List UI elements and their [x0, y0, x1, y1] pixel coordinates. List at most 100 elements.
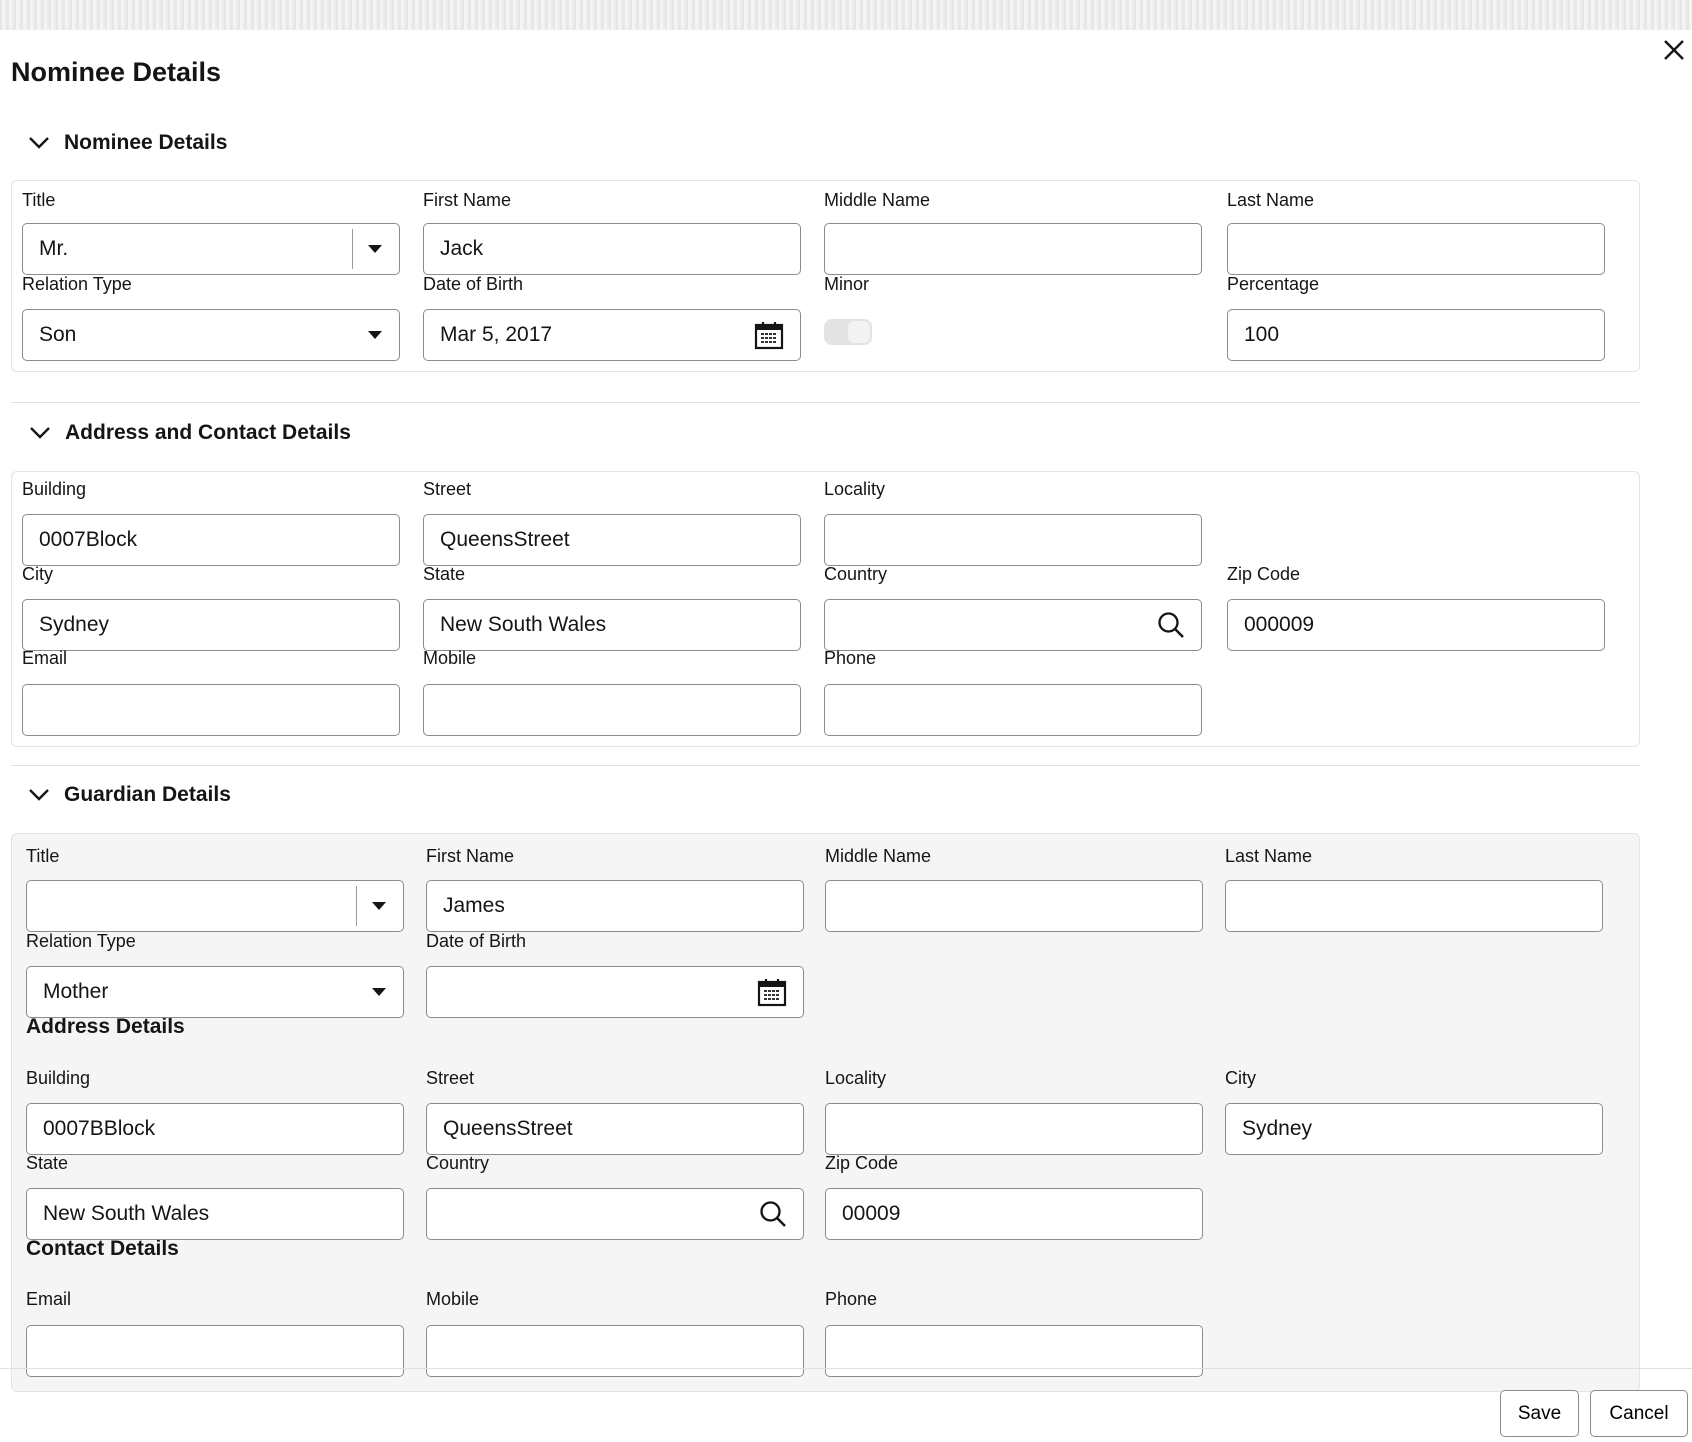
guardian-city-value: Sydney: [1242, 1117, 1313, 1140]
guardian-state-input[interactable]: New South Wales: [26, 1188, 404, 1240]
guardian-mobile-input[interactable]: [426, 1325, 804, 1377]
cancel-button[interactable]: Cancel: [1590, 1390, 1688, 1437]
address-country-label: Country: [824, 564, 888, 584]
chevron-down-icon: [29, 789, 49, 801]
guardian-middle-name-label: Middle Name: [825, 846, 932, 866]
nominee-middle-name-input[interactable]: [824, 223, 1202, 275]
guardian-date-of-birth-label: Date of Birth: [426, 931, 527, 951]
guardian-mobile-label: Mobile: [426, 1289, 480, 1309]
guardian-city-label: City: [1225, 1068, 1256, 1088]
address-email-input[interactable]: [22, 684, 400, 736]
guardian-phone-input[interactable]: [825, 1325, 1203, 1377]
section-nominee-details-toggle[interactable]: Nominee Details: [28, 131, 227, 155]
guardian-street-input[interactable]: QueensStreet: [426, 1103, 804, 1155]
guardian-title-select[interactable]: [26, 880, 404, 932]
close-button[interactable]: [1660, 36, 1688, 64]
dialog-title: Nominee Details: [11, 57, 222, 87]
chevron-down-icon: [368, 331, 382, 339]
address-state-input[interactable]: New South Wales: [423, 599, 801, 651]
guardian-state-label: State: [26, 1153, 69, 1173]
guardian-zip-code-input[interactable]: 00009: [825, 1188, 1203, 1240]
nominee-details-panel: [11, 180, 1640, 372]
guardian-city-input[interactable]: Sydney: [1225, 1103, 1603, 1155]
address-phone-label: Phone: [824, 648, 877, 668]
nominee-middle-name-label: Middle Name: [824, 190, 931, 210]
address-building-value: 0007Block: [39, 528, 138, 551]
address-locality-input[interactable]: [824, 514, 1202, 566]
address-building-label: Building: [22, 479, 87, 499]
address-locality-label: Locality: [824, 479, 886, 499]
chevron-down-icon: [372, 988, 386, 996]
guardian-first-name-input[interactable]: James: [426, 880, 804, 932]
address-state-label: State: [423, 564, 466, 584]
guardian-address-heading: Address Details: [26, 1015, 185, 1038]
nominee-percentage-input[interactable]: 100: [1227, 309, 1605, 361]
save-button[interactable]: Save: [1500, 1390, 1579, 1437]
address-street-value: QueensStreet: [440, 528, 570, 551]
nominee-percentage-label: Percentage: [1227, 274, 1320, 294]
address-mobile-input[interactable]: [423, 684, 801, 736]
chevron-down-icon: [368, 245, 382, 253]
address-email-label: Email: [22, 648, 68, 668]
address-mobile-label: Mobile: [423, 648, 477, 668]
nominee-date-of-birth-date-input[interactable]: Mar 5, 2017: [423, 309, 801, 361]
nominee-relation-type-select[interactable]: Son: [22, 309, 400, 361]
address-state-value: New South Wales: [440, 613, 607, 636]
address-street-input[interactable]: QueensStreet: [423, 514, 801, 566]
chevron-down-icon: [372, 902, 386, 910]
nominee-first-name-label: First Name: [423, 190, 512, 210]
section-title: Guardian Details: [64, 783, 231, 806]
guardian-state-value: New South Wales: [43, 1202, 210, 1225]
guardian-contact-heading: Contact Details: [26, 1237, 179, 1260]
address-street-label: Street: [423, 479, 472, 499]
guardian-last-name-label: Last Name: [1225, 846, 1313, 866]
address-phone-input[interactable]: [824, 684, 1202, 736]
guardian-building-input[interactable]: 0007BBlock: [26, 1103, 404, 1155]
divider: [11, 765, 1640, 766]
guardian-zip-code-label: Zip Code: [825, 1153, 899, 1173]
calendar-icon[interactable]: [754, 320, 784, 350]
nominee-date-of-birth-value: Mar 5, 2017: [440, 323, 553, 346]
nominee-minor-label: Minor: [824, 274, 870, 294]
nominee-last-name-input[interactable]: [1227, 223, 1605, 275]
nominee-last-name-label: Last Name: [1227, 190, 1315, 210]
guardian-country-label: Country: [426, 1153, 490, 1173]
close-icon: [1664, 40, 1684, 60]
nominee-minor-toggle[interactable]: [824, 319, 872, 345]
guardian-middle-name-input[interactable]: [825, 880, 1203, 932]
address-country-search-input[interactable]: [824, 599, 1202, 651]
nominee-relation-type-label: Relation Type: [22, 274, 132, 294]
nominee-first-name-input[interactable]: Jack: [423, 223, 801, 275]
guardian-email-label: Email: [26, 1289, 72, 1309]
address-city-input[interactable]: Sydney: [22, 599, 400, 651]
section-address-contact-toggle[interactable]: Address and Contact Details: [29, 421, 351, 445]
guardian-last-name-input[interactable]: [1225, 880, 1603, 932]
guardian-email-input[interactable]: [26, 1325, 404, 1377]
address-zip-code-input[interactable]: 000009: [1227, 599, 1605, 651]
address-zip-code-label: Zip Code: [1227, 564, 1301, 584]
divider: [11, 402, 1640, 403]
guardian-country-search-input[interactable]: [426, 1188, 804, 1240]
guardian-phone-label: Phone: [825, 1289, 878, 1309]
calendar-icon[interactable]: [757, 977, 787, 1007]
search-icon[interactable]: [759, 1200, 787, 1228]
search-icon[interactable]: [1157, 611, 1185, 639]
background-strip: [0, 0, 1692, 30]
guardian-locality-input[interactable]: [825, 1103, 1203, 1155]
nominee-date-of-birth-label: Date of Birth: [423, 274, 524, 294]
guardian-first-name-value: James: [443, 894, 505, 917]
section-guardian-details-toggle[interactable]: Guardian Details: [28, 783, 231, 807]
guardian-title-label: Title: [26, 846, 60, 866]
guardian-relation-type-label: Relation Type: [26, 931, 136, 951]
section-title: Nominee Details: [64, 131, 228, 154]
address-building-input[interactable]: 0007Block: [22, 514, 400, 566]
nominee-title-select[interactable]: Mr.: [22, 223, 400, 275]
nominee-title-label: Title: [22, 190, 56, 210]
guardian-relation-type-select[interactable]: Mother: [26, 966, 404, 1018]
address-city-value: Sydney: [39, 613, 110, 636]
select-divider: [356, 886, 357, 926]
address-city-label: City: [22, 564, 53, 584]
nominee-relation-type-value: Son: [39, 323, 77, 346]
guardian-date-of-birth-date-input[interactable]: [426, 966, 804, 1018]
address-contact-panel: [11, 471, 1640, 747]
